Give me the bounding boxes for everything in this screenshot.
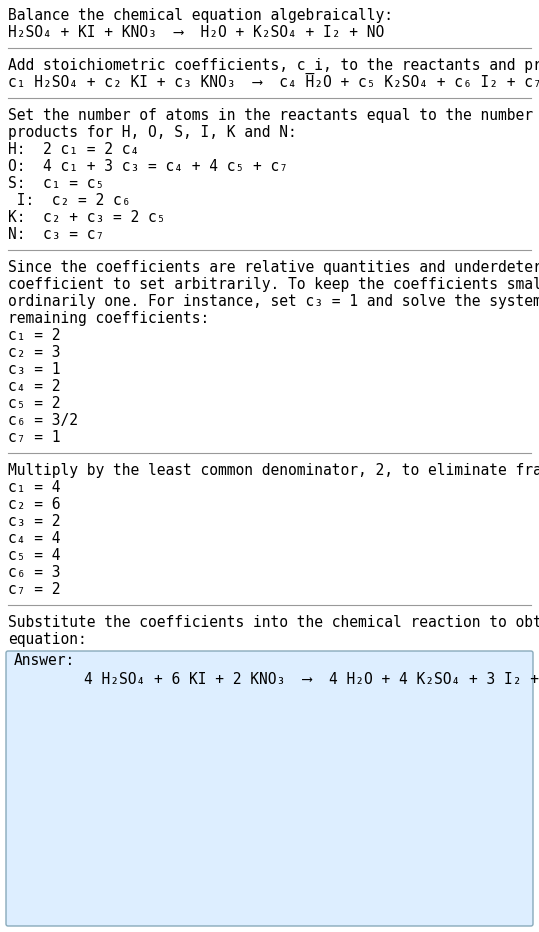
Text: Answer:: Answer: [14, 653, 75, 668]
Text: products for H, O, S, I, K and N:: products for H, O, S, I, K and N: [8, 125, 297, 140]
Text: I:  c₂ = 2 c₆: I: c₂ = 2 c₆ [8, 193, 130, 208]
Text: c₄ = 2: c₄ = 2 [8, 379, 60, 394]
Text: c₆ = 3: c₆ = 3 [8, 565, 60, 580]
Text: c₂ = 3: c₂ = 3 [8, 345, 60, 360]
Text: Multiply by the least common denominator, 2, to eliminate fractional coefficient: Multiply by the least common denominator… [8, 463, 539, 478]
Text: c₃ = 2: c₃ = 2 [8, 514, 60, 529]
FancyBboxPatch shape [6, 651, 533, 926]
Text: Balance the chemical equation algebraically:: Balance the chemical equation algebraica… [8, 8, 393, 23]
Text: c₁ = 2: c₁ = 2 [8, 328, 60, 343]
Text: 4 H₂SO₄ + 6 KI + 2 KNO₃  ⟶  4 H₂O + 4 K₂SO₄ + 3 I₂ + 2 NO: 4 H₂SO₄ + 6 KI + 2 KNO₃ ⟶ 4 H₂O + 4 K₂SO… [14, 672, 539, 687]
Text: equation:: equation: [8, 632, 87, 647]
Text: Add stoichiometric coefficients, c_i, to the reactants and products:: Add stoichiometric coefficients, c_i, to… [8, 58, 539, 75]
Text: c₁ = 4: c₁ = 4 [8, 480, 60, 495]
Text: H:  2 c₁ = 2 c₄: H: 2 c₁ = 2 c₄ [8, 142, 139, 157]
Text: coefficient to set arbitrarily. To keep the coefficients small, the arbitrary va: coefficient to set arbitrarily. To keep … [8, 277, 539, 292]
Text: N:  c₃ = c₇: N: c₃ = c₇ [8, 227, 104, 242]
Text: remaining coefficients:: remaining coefficients: [8, 311, 209, 326]
Text: c₄ = 4: c₄ = 4 [8, 531, 60, 546]
Text: c₃ = 1: c₃ = 1 [8, 362, 60, 377]
Text: c₆ = 3/2: c₆ = 3/2 [8, 413, 78, 428]
Text: ordinarily one. For instance, set c₃ = 1 and solve the system of equations for t: ordinarily one. For instance, set c₃ = 1… [8, 294, 539, 309]
Text: c₁ H₂SO₄ + c₂ KI + c₃ KNO₃  ⟶  c₄ H₂O + c₅ K₂SO₄ + c₆ I₂ + c₇ NO: c₁ H₂SO₄ + c₂ KI + c₃ KNO₃ ⟶ c₄ H₂O + c₅… [8, 75, 539, 90]
Text: c₇ = 2: c₇ = 2 [8, 582, 60, 597]
Text: c₇ = 1: c₇ = 1 [8, 430, 60, 445]
Text: Set the number of atoms in the reactants equal to the number of atoms in the: Set the number of atoms in the reactants… [8, 108, 539, 123]
Text: c₅ = 4: c₅ = 4 [8, 548, 60, 563]
Text: c₅ = 2: c₅ = 2 [8, 396, 60, 411]
Text: c₂ = 6: c₂ = 6 [8, 497, 60, 512]
Text: Since the coefficients are relative quantities and underdetermined, choose a: Since the coefficients are relative quan… [8, 260, 539, 275]
Text: H₂SO₄ + KI + KNO₃  ⟶  H₂O + K₂SO₄ + I₂ + NO: H₂SO₄ + KI + KNO₃ ⟶ H₂O + K₂SO₄ + I₂ + N… [8, 25, 384, 40]
Text: S:  c₁ = c₅: S: c₁ = c₅ [8, 176, 104, 191]
Text: Substitute the coefficients into the chemical reaction to obtain the balanced: Substitute the coefficients into the che… [8, 615, 539, 630]
Text: O:  4 c₁ + 3 c₃ = c₄ + 4 c₅ + c₇: O: 4 c₁ + 3 c₃ = c₄ + 4 c₅ + c₇ [8, 159, 288, 174]
Text: K:  c₂ + c₃ = 2 c₅: K: c₂ + c₃ = 2 c₅ [8, 210, 165, 225]
